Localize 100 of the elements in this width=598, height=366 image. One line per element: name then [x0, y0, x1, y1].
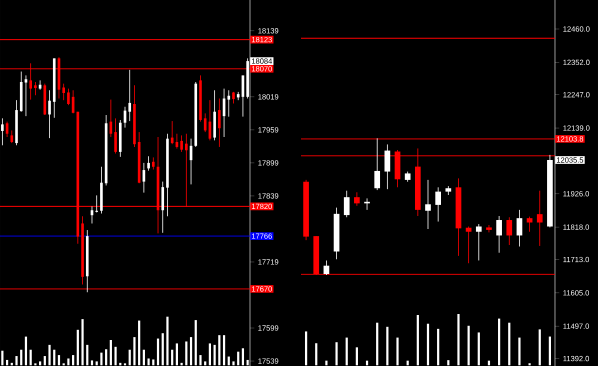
candlestick — [425, 180, 431, 230]
bar — [185, 341, 188, 366]
candlestick — [496, 216, 502, 254]
bar — [180, 362, 183, 366]
bar — [44, 356, 46, 366]
bar — [156, 338, 160, 366]
bar — [508, 322, 510, 366]
candlestick — [180, 134, 183, 152]
bar — [138, 320, 140, 366]
bar — [133, 337, 136, 366]
bar — [20, 350, 22, 366]
candlestick — [404, 171, 411, 182]
bar — [199, 355, 202, 366]
bar — [194, 320, 197, 366]
candlestick — [128, 69, 132, 122]
bar — [222, 335, 226, 366]
bar — [72, 355, 74, 366]
candlestick — [506, 216, 512, 246]
candlestick — [170, 120, 174, 145]
candlestick — [208, 100, 212, 141]
bar — [437, 328, 440, 366]
bar — [315, 343, 318, 366]
bar — [39, 361, 42, 366]
bar — [457, 314, 460, 366]
bar — [171, 350, 174, 366]
bar — [356, 347, 358, 366]
bar — [518, 338, 521, 366]
candlestick — [161, 181, 164, 234]
candlestick — [516, 209, 522, 247]
candlestick — [536, 190, 543, 246]
bar — [447, 360, 450, 366]
candlestick — [10, 130, 14, 144]
bar — [24, 336, 28, 366]
bar — [548, 336, 552, 366]
bar — [30, 350, 32, 366]
bar — [346, 338, 348, 366]
bar — [114, 346, 117, 366]
bar — [152, 359, 154, 366]
bar — [416, 315, 419, 366]
candlestick — [142, 162, 146, 194]
bar — [228, 356, 230, 366]
candlestick — [466, 226, 472, 264]
candlestick — [114, 118, 117, 154]
candlestick — [344, 190, 350, 218]
bar — [67, 358, 70, 366]
candlestick — [62, 83, 66, 101]
bar — [162, 333, 164, 366]
bar — [10, 362, 13, 366]
candlestick — [67, 88, 70, 106]
bar — [96, 361, 98, 366]
candlestick — [242, 74, 244, 118]
candlestick — [24, 74, 28, 117]
candlestick — [218, 98, 221, 148]
candlestick — [48, 90, 51, 139]
bar — [6, 360, 8, 366]
bar — [190, 337, 192, 366]
bar — [376, 322, 378, 366]
candlestick — [176, 133, 178, 149]
bar — [142, 350, 145, 366]
bar — [1, 350, 4, 366]
candlestick — [476, 224, 482, 261]
bar — [325, 360, 328, 366]
bar — [478, 332, 480, 366]
candlestick — [110, 99, 112, 138]
candlestick — [204, 112, 207, 132]
bar — [488, 360, 490, 366]
candlestick — [232, 92, 235, 104]
bar — [105, 349, 108, 366]
bar — [386, 326, 388, 366]
candlestick — [364, 198, 370, 210]
bar — [366, 360, 368, 366]
bar — [232, 361, 235, 366]
bar — [53, 350, 56, 366]
bar — [237, 352, 240, 366]
bar — [208, 343, 212, 366]
bar — [119, 362, 122, 366]
bar — [204, 361, 206, 366]
bar — [335, 342, 338, 366]
bar — [426, 324, 430, 366]
candlestick — [147, 156, 150, 172]
bar — [218, 335, 220, 366]
candlestick — [354, 192, 360, 206]
bar — [110, 340, 112, 366]
candlestick — [124, 106, 126, 128]
candlestick — [72, 90, 74, 114]
bar — [90, 360, 94, 366]
candlestick — [152, 157, 155, 170]
candlestick — [384, 144, 390, 190]
bar — [86, 344, 88, 366]
bar — [498, 318, 500, 366]
bar — [176, 343, 178, 366]
bar — [166, 316, 169, 366]
candlestick — [190, 138, 192, 185]
bar — [396, 338, 399, 366]
bar — [15, 356, 18, 366]
bar — [58, 355, 60, 366]
bar — [147, 358, 150, 366]
candlestick — [374, 138, 380, 190]
bar — [242, 348, 244, 366]
bar — [406, 360, 409, 366]
